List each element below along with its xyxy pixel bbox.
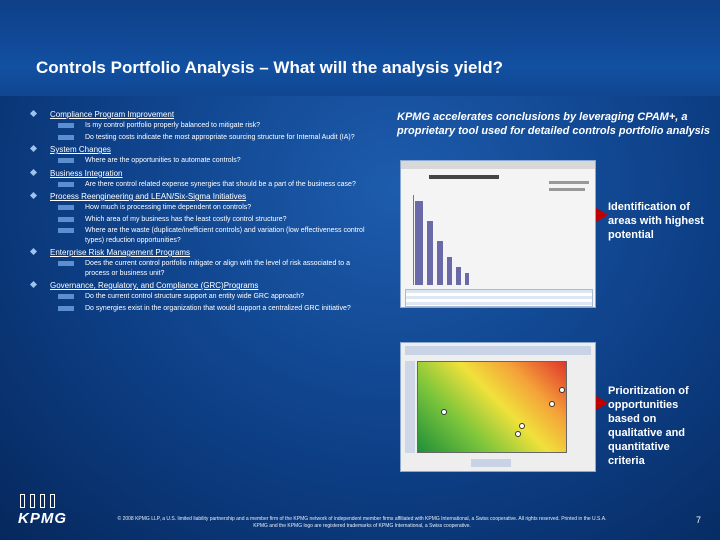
legend-placeholder (549, 188, 585, 191)
dash-bullet-icon (58, 305, 74, 311)
kpmg-logo: KPMG (18, 494, 88, 534)
sub-item-text: Where are the waste (duplicate/inefficie… (85, 227, 365, 244)
sub-item: How much is processing time dependent on… (30, 203, 375, 213)
sub-item-text: Do testing costs indicate the most appro… (85, 133, 355, 141)
heatmap-screenshot (400, 342, 596, 472)
priority-heatmap (417, 361, 567, 453)
callout-prioritization: Prioritization of opportunities based on… (608, 385, 689, 467)
sub-item-text: Do the current control structure support… (85, 293, 305, 300)
dash-bullet-icon (58, 228, 74, 233)
item-heading: Enterprise Risk Management Programs (50, 248, 191, 257)
sub-item-text: Which area of my business has the least … (85, 215, 287, 223)
diamond-bullet-icon (29, 247, 38, 256)
chart-bar (415, 201, 423, 285)
callout-identification: Identification of areas with highest pot… (608, 201, 704, 241)
logo-bars-icon (20, 494, 62, 508)
chart-bar (447, 257, 452, 285)
logo-wordmark: KPMG (18, 510, 67, 527)
sub-item-text: Is my control portfolio properly balance… (85, 122, 261, 129)
cpam-heading: KPMG accelerates conclusions by leveragi… (397, 111, 710, 137)
bar-chart-screenshot (400, 160, 596, 308)
slide-title: Controls Portfolio Analysis – What will … (36, 58, 503, 77)
chart-axis (413, 195, 414, 285)
diamond-bullet-icon (29, 109, 38, 118)
chart-bar (465, 273, 469, 285)
opportunity-marker (441, 409, 447, 415)
legend-placeholder (549, 181, 589, 184)
sub-item: Does the current control portfolio mitig… (30, 259, 375, 278)
question-list: Compliance Program Improvement Is my con… (29, 108, 375, 315)
sub-item: Where are the waste (duplicate/inefficie… (30, 226, 375, 245)
dash-bullet-icon (58, 134, 74, 140)
item-heading: System Changes (50, 145, 111, 154)
opportunity-marker (549, 401, 555, 407)
dash-bullet-icon (58, 158, 74, 163)
sub-item-text: Do synergies exist in the organization t… (85, 304, 351, 312)
axis-label-placeholder (471, 459, 511, 467)
screenshot-header (405, 346, 591, 355)
list-item: Enterprise Risk Management Programs (29, 247, 375, 259)
item-heading: Governance, Regulatory, and Compliance (… (50, 281, 259, 290)
arrow-left-icon (596, 208, 608, 222)
sub-item: Which area of my business has the least … (30, 215, 375, 225)
diamond-bullet-icon (29, 280, 38, 289)
page-number: 7 (696, 515, 702, 525)
item-heading: Business Integration (50, 168, 123, 178)
data-table-placeholder (405, 289, 593, 307)
copyright-notice: © 2008 KPMG LLP, a U.S. limited liabilit… (117, 516, 607, 529)
sub-item: Do synergies exist in the organization t… (30, 304, 375, 314)
sub-item-text: Are there control related expense synerg… (85, 180, 356, 188)
item-heading: Process Reengineering and LEAN/Six-Sigma… (50, 192, 247, 201)
axis-label-placeholder (405, 361, 415, 453)
title-bar (0, 0, 720, 96)
dash-bullet-icon (58, 261, 74, 266)
sub-item: Is my control portfolio properly balance… (30, 121, 375, 131)
opportunity-marker (559, 387, 565, 393)
list-item: Governance, Regulatory, and Compliance (… (29, 280, 375, 292)
diamond-bullet-icon (29, 144, 38, 153)
screenshot-title-placeholder (429, 175, 499, 179)
dash-bullet-icon (58, 181, 74, 187)
chart-bar (437, 241, 443, 285)
list-item: System Changes (29, 144, 375, 156)
sub-item: Are there control related expense synerg… (30, 180, 375, 190)
diamond-bullet-icon (29, 168, 38, 176)
sub-item-text: How much is processing time dependent on… (85, 204, 252, 211)
sub-item-text: Where are the opportunities to automate … (85, 157, 241, 164)
dash-bullet-icon (58, 205, 74, 210)
item-heading: Compliance Program Improvement (50, 110, 175, 119)
list-item: Compliance Program Improvement (29, 109, 375, 121)
chart-bar (456, 267, 461, 285)
opportunity-marker (515, 431, 521, 437)
sub-item: Do the current control structure support… (30, 292, 375, 302)
dash-bullet-icon (58, 123, 74, 128)
sub-item-text: Does the current control portfolio mitig… (85, 260, 350, 277)
opportunity-marker (519, 423, 525, 429)
sub-item: Do testing costs indicate the most appro… (30, 133, 375, 143)
list-item: Process Reengineering and LEAN/Six-Sigma… (29, 191, 375, 203)
arrow-left-icon (596, 396, 608, 410)
dash-bullet-icon (58, 216, 74, 222)
sub-item: Where are the opportunities to automate … (30, 156, 375, 166)
screenshot-header (401, 161, 595, 169)
list-item: Business Integration (29, 168, 375, 180)
diamond-bullet-icon (29, 191, 38, 200)
dash-bullet-icon (58, 294, 74, 299)
chart-bar (427, 221, 433, 285)
